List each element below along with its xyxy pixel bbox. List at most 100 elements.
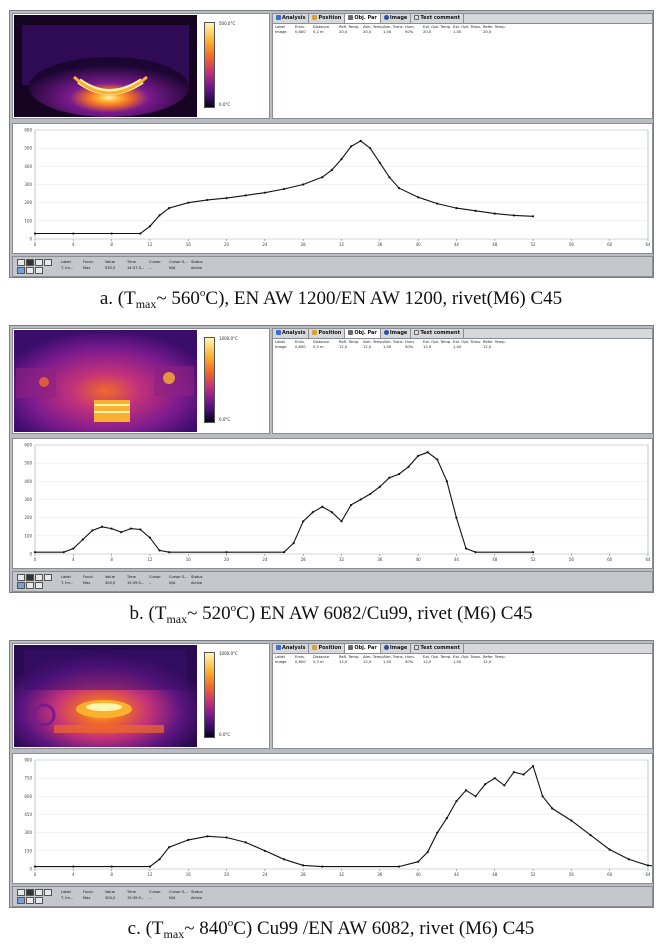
param-cell[interactable]: 1,00 [453,345,462,349]
status-cell[interactable]: T- Im... [61,266,74,270]
stop-button[interactable] [26,889,34,896]
param-cell[interactable]: 12,0 [363,660,372,664]
object-parameters-icon [348,14,354,20]
param-cell[interactable]: Image [275,345,287,349]
status-cell[interactable]: Active [191,266,203,270]
param-cell[interactable]: 12,0 [483,345,492,349]
temperature-profile-chart: 0 100 200 300 400 500 600 0 4 8 12 16 20 24 28 32 36 40 44… [12,123,653,254]
status-cell[interactable]: Max [83,896,91,900]
param-cell[interactable]: 20,0 [483,30,492,34]
tab-image[interactable]: Image [381,14,412,23]
status-cell[interactable]: Active [191,896,203,900]
status-cell[interactable]: Max [83,266,91,270]
status-cell[interactable]: 15:39:5... [127,581,145,585]
status-cell[interactable]: Active [191,581,203,585]
tab-text-comment[interactable]: Text comment [411,14,464,23]
param-cell[interactable]: 1,00 [453,660,462,664]
tab-position[interactable]: Position [309,14,346,23]
status-cell[interactable]: 15:39:5... [127,896,145,900]
tab-object-parameters[interactable]: Obj. Par [345,14,381,23]
tab-text-comment[interactable]: Text comment [411,644,464,653]
status-cell[interactable]: N/A [169,896,176,900]
temperature-curve [35,451,534,553]
param-cell[interactable]: Image [275,30,287,34]
status-cell[interactable]: T- Im... [61,581,74,585]
grid-button[interactable] [26,897,34,904]
grid-button[interactable] [26,582,34,589]
x-tick-label: 16 [186,557,192,562]
tab-object-parameters[interactable]: Obj. Par [345,329,381,338]
settings-button[interactable] [35,897,43,904]
tab-position[interactable]: Position [309,329,346,338]
tab-analysis[interactable]: Analysis [273,644,310,653]
status-cell[interactable]: -- [149,581,152,585]
tab-image[interactable]: Image [381,329,412,338]
zoom-button[interactable] [35,259,43,266]
param-cell[interactable]: 0,3 m [313,660,324,664]
thermal-image[interactable] [14,15,197,117]
thermal-image[interactable] [14,330,197,432]
data-point [206,198,209,202]
status-cell[interactable]: Max [83,581,91,585]
cursor-button[interactable] [44,889,52,896]
data-point [33,232,37,235]
param-cell[interactable]: 0,800 [295,30,306,34]
param-cell[interactable]: 20,0 [363,30,372,34]
param-cell[interactable]: 50% [405,660,414,664]
param-cell[interactable]: 50% [405,345,414,349]
param-cell[interactable]: 1,00 [383,30,392,34]
play-button[interactable] [17,889,25,896]
param-cell[interactable]: 1,00 [383,345,392,349]
param-cell[interactable]: 20,0 [339,30,348,34]
status-cell[interactable]: 300,0 [105,896,116,900]
status-cell[interactable]: 300,0 [105,581,116,585]
status-cell[interactable]: -- [149,266,152,270]
param-cell[interactable]: 0,600 [295,660,306,664]
tab-analysis[interactable]: Analysis [273,14,310,23]
scale-button[interactable] [17,582,25,589]
tab-position[interactable]: Position [309,644,346,653]
param-cell[interactable]: 0,2 m [313,30,324,34]
x-tick-label: 20 [224,872,230,877]
param-cell[interactable]: 0,2 m [313,345,324,349]
status-cell[interactable]: N/A [169,266,176,270]
param-cell[interactable]: 20,0 [423,30,432,34]
param-cell[interactable]: 0,600 [295,345,306,349]
param-cell[interactable]: 12,0 [423,660,432,664]
param-cell[interactable]: 12,0 [483,660,492,664]
zoom-button[interactable] [35,889,43,896]
tab-analysis[interactable]: Analysis [273,329,310,338]
play-button[interactable] [17,574,25,581]
param-cell[interactable]: 1,00 [383,660,392,664]
param-cell[interactable]: 12,0 [339,660,348,664]
param-cell[interactable]: 12,0 [339,345,348,349]
tab-text-comment[interactable]: Text comment [411,329,464,338]
param-cell[interactable]: Image [275,660,287,664]
thermal-image[interactable] [14,645,197,747]
stop-button[interactable] [26,259,34,266]
scale-button[interactable] [17,267,25,274]
param-cell[interactable]: 50% [405,30,414,34]
status-cell[interactable]: 535,5 [105,266,116,270]
status-cell[interactable]: N/A [169,581,176,585]
zoom-button[interactable] [35,574,43,581]
tab-object-parameters[interactable]: Obj. Par [345,644,381,653]
play-button[interactable] [17,259,25,266]
cursor-button[interactable] [44,574,52,581]
stop-button[interactable] [26,574,34,581]
scale-button[interactable] [17,897,25,904]
param-cell[interactable]: 12,0 [423,345,432,349]
settings-button[interactable] [35,267,43,274]
tab-image[interactable]: Image [381,644,412,653]
settings-button[interactable] [35,582,43,589]
grid-button[interactable] [26,267,34,274]
param-cell[interactable]: 12,0 [363,345,372,349]
status-cell[interactable]: T- Im... [61,896,74,900]
status-cell[interactable]: 14:37:3... [127,266,145,270]
param-cell[interactable]: 1,00 [453,30,462,34]
cursor-button[interactable] [44,259,52,266]
status-cell[interactable]: -- [149,896,152,900]
